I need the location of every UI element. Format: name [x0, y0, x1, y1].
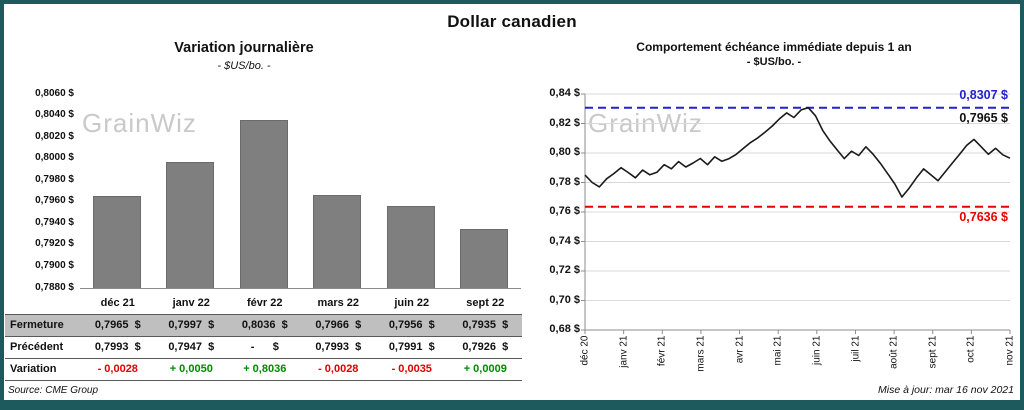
- table-cell: + 0,0050: [169, 363, 213, 375]
- line-y-axis-tick-label: 0,74 $: [549, 234, 580, 247]
- line-x-axis-tick-label: mars 21: [695, 335, 707, 372]
- table-header-row: déc 21 janv 22 févr 22 mars 22 juin 22 sept 2…: [5, 292, 522, 314]
- line-x-axis-tick-label: nov 21: [1004, 335, 1016, 366]
- bar: [313, 195, 362, 288]
- table-row-label: Variation: [10, 363, 57, 375]
- table-cell: 0,7966 $: [315, 319, 362, 331]
- line-x-axis-tick-label: juin 21: [811, 335, 823, 365]
- line-x-axis-tick-label: oct 21: [965, 335, 977, 363]
- updated-note: Mise à jour: mar 16 nov 2021: [878, 384, 1014, 396]
- line-y-axis-tick-label: 0,70 $: [549, 293, 580, 306]
- bar-y-axis-tick-label: 0,7900 $: [35, 259, 74, 271]
- grainwiz-watermark: GrainWiz: [82, 108, 197, 138]
- line-x-axis-tick-label: sept 21: [927, 335, 939, 369]
- table-cell: 0,7991 $: [388, 341, 435, 353]
- line-x-axis-tick-label: mai 21: [772, 335, 784, 366]
- bar-y-axis-tick-label: 0,7960 $: [35, 195, 74, 207]
- table-month-header: févr 22: [247, 296, 283, 309]
- table-row-label: Fermeture: [10, 319, 64, 331]
- line-y-axis-tick-label: 0,84 $: [549, 87, 580, 99]
- page-title: Dollar canadien: [447, 12, 577, 31]
- table-cell: 0,7965 $: [94, 319, 141, 331]
- bar: [386, 206, 435, 288]
- table-row-label: Précédent: [10, 341, 64, 353]
- table-cell: 0,8036 $: [241, 319, 288, 331]
- table-cell: - 0,0035: [391, 363, 432, 375]
- bar-y-axis-tick-label: 0,8040 $: [35, 109, 74, 121]
- table-cell: + 0,0009: [463, 363, 507, 375]
- bar-y-axis-tick-label: 0,7980 $: [35, 173, 74, 185]
- line-x-axis-tick-label: août 21: [888, 335, 900, 369]
- table-cell: - 0,0028: [97, 363, 138, 375]
- low-reference-label: 0,7636 $: [959, 210, 1008, 224]
- bar: [92, 196, 141, 288]
- bar: [239, 119, 288, 288]
- source-note: Source: CME Group: [8, 385, 99, 396]
- line-y-axis-tick-label: 0,82 $: [549, 116, 580, 129]
- bar-y-axis-tick-label: 0,8000 $: [35, 152, 74, 164]
- line-y-axis-tick-label: 0,68 $: [549, 323, 580, 335]
- bar-y-axis-tick-label: 0,7920 $: [35, 238, 74, 250]
- bar-y-axis-tick-label: 0,8060 $: [35, 87, 74, 99]
- line-chart-subtitle: - $US/bo. -: [746, 56, 802, 68]
- table-cell: 0,7993 $: [315, 341, 362, 353]
- bar-y-axis-tick-label: 0,7880 $: [35, 281, 74, 293]
- line-y-axis-tick-label: 0,76 $: [549, 205, 580, 217]
- bar-chart-x-axis-line: [80, 288, 521, 289]
- bar: [460, 228, 509, 288]
- table-row: Précédent 0,7993 $ 0,7947 $ - $ 0,7993 $ 0,79…: [5, 336, 522, 358]
- table-month-header: juin 22: [394, 296, 430, 309]
- table-row: Fermeture 0,7965 $ 0,7997 $ 0,8036 $ 0,7966 …: [5, 314, 522, 336]
- table-cell: 0,7997 $: [168, 319, 215, 331]
- line-x-axis-tick-label: avr 21: [734, 335, 745, 364]
- table-cell: - $: [250, 341, 279, 353]
- table-cell: - 0,0028: [318, 363, 359, 375]
- line-y-axis-tick-label: 0,80 $: [549, 146, 580, 158]
- dashboard-stage: Dollar canadien Variation journalière - …: [4, 4, 1020, 400]
- bar-chart-subtitle: - $US/bo. -: [217, 60, 271, 72]
- line-x-axis-tick-label: déc 20: [579, 335, 591, 366]
- line-x-axis-tick-label: janv 21: [618, 335, 630, 368]
- table-month-header: déc 21: [100, 296, 135, 309]
- bar-chart-title: Variation journalière: [174, 40, 314, 56]
- table-cell: 0,7947 $: [168, 341, 215, 353]
- table-cell: 0,7956 $: [388, 319, 435, 331]
- table-cell: 0,7926 $: [462, 341, 509, 353]
- table-corner-cell: [5, 292, 81, 314]
- line-chart-title: Comportement échéance immédiate depuis 1…: [636, 40, 912, 54]
- line-y-axis-tick-label: 0,78 $: [549, 175, 580, 188]
- table-cell: 0,7935 $: [462, 319, 509, 331]
- table-month-header: sept 22: [466, 296, 505, 309]
- table-cell: 0,7993 $: [94, 341, 141, 353]
- table-cell: + 0,8036: [243, 363, 287, 375]
- price-line-series: [584, 106, 1011, 198]
- line-y-axis-tick-label: 0,72 $: [549, 264, 580, 276]
- line-chart-plot: [581, 93, 1011, 334]
- high-reference-label: 0,8307 $: [959, 88, 1008, 102]
- price-table: déc 21 janv 22 févr 22 mars 22 juin 22 sept 2…: [5, 292, 522, 381]
- table-month-header: janv 22: [172, 296, 210, 309]
- table-month-header: mars 22: [317, 296, 360, 309]
- line-x-axis-tick-label: févr 21: [656, 335, 668, 367]
- table-row: Variation - 0,0028 + 0,0050 + 0,8036 - 0,002…: [5, 358, 522, 380]
- line-x-axis-tick-label: juil 21: [850, 335, 861, 362]
- last-value-label: 0,7965 $: [959, 111, 1008, 125]
- bar-y-axis-tick-label: 0,8020 $: [35, 130, 74, 142]
- bar-y-axis-tick-label: 0,7940 $: [35, 216, 74, 228]
- bar: [166, 161, 215, 288]
